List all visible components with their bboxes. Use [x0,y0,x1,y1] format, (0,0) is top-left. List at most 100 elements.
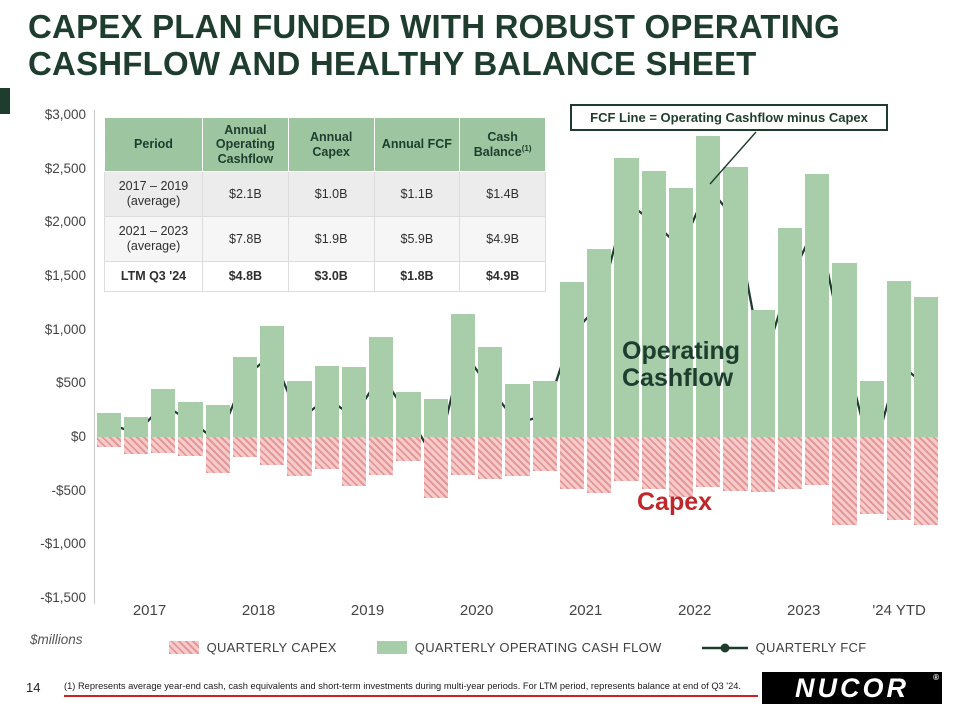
capex-bar [96,437,121,447]
operating-cashflow-bar [587,249,612,437]
y-axis-tick-label: $2,500 [44,160,86,176]
capex-bar [859,437,884,515]
left-accent-bar [0,88,10,114]
x-axis-label: 2023 [787,602,821,619]
period-qualifier: (average) [126,194,181,209]
capex-bar [450,437,476,475]
capex-swatch-icon [168,641,199,654]
capex-bar [314,437,339,470]
capex-bar [260,437,285,465]
operating-cashflow-bar [777,227,803,437]
capex-bar [696,437,721,488]
operating-cashflow-bar [96,413,121,437]
capex-bar [423,437,448,499]
capex-label: Capex [637,488,713,516]
period-cell: 2017 – 2019 (average) [104,171,203,218]
legend-fcf-label: QUARTERLY FCF [755,640,867,655]
x-axis-label: '24 YTD [872,602,926,619]
y-axis-tick-label: $1,000 [44,321,86,337]
capex-bar [805,437,830,486]
operating-cashflow-swatch-icon [376,641,407,654]
y-axis-tick-label: -$1,000 [40,536,86,552]
fcf-cell: $1.8B [373,261,461,293]
nucor-logo: NUCOR ® [762,672,942,704]
operating-cashflow-bar [668,187,694,437]
table-row-ltm-q3-24: LTM Q3 '24 $4.8B $3.0B $1.8B $4.9B [104,261,546,293]
ocf-label-line-2: Cashflow [622,364,734,392]
ocf-cell: $7.8B [202,216,289,263]
legend-item-capex: QUARTERLY CAPEX [168,640,337,655]
title-line-1: CAPEX PLAN FUNDED WITH ROBUST OPERATING [28,8,841,45]
operating-cashflow-bar [287,381,312,437]
capex-bar [178,437,203,457]
capex-bar [505,437,530,476]
units-label: $millions [30,632,83,647]
y-axis-tick-label: -$500 [51,482,86,498]
operating-cashflow-bar [423,399,448,437]
x-axis-label: 2018 [241,602,276,619]
capex-bar [205,437,230,474]
operating-cashflow-bar [859,381,884,437]
legend-item-operating-cash-flow: QUARTERLY OPERATING CASH FLOW [376,640,662,655]
x-axis-label: 2021 [568,602,603,619]
operating-cashflow-bar [232,357,258,437]
summary-table: Period Annual Operating Cashflow Annual … [104,116,546,293]
capex-cell: $1.9B [287,216,375,263]
operating-cashflow-bar [205,404,230,437]
y-axis-tick-label: $1,500 [44,268,86,283]
capex-bar [396,437,421,461]
capex-bar [287,437,312,476]
fcf-annotation-text: FCF Line = Operating Cashflow minus Cape… [590,110,868,125]
period-range: 2021 – 2023 [118,224,189,239]
legend-ocf-label: QUARTERLY OPERATING CASH FLOW [414,640,662,655]
capex-cell: $3.0B [287,261,375,293]
capex-bar [914,437,939,525]
operating-cashflow-bar [314,366,339,437]
capex-bar [341,437,367,487]
capex-bar [532,437,557,472]
fcf-annotation-box: FCF Line = Operating Cashflow minus Cape… [570,104,888,131]
y-axis-tick-labels: $3,000 $2,500 $2,000 $1,500 $1,000 $500 $0 -$50… [0,107,86,605]
operating-cashflow-bar [532,381,557,437]
chart-plot-area [95,115,940,598]
logo-registered-mark: ® [933,673,939,682]
fcf-line-swatch-icon [701,643,748,652]
cash-cell: $1.4B [459,171,546,218]
operating-cashflow-bar [505,384,530,437]
period-cell: LTM Q3 '24 [104,261,203,293]
period-range: 2017 – 2019 [118,179,189,194]
x-axis-label: 2022 [677,602,712,619]
capex-bar [723,437,748,491]
capex-bar [641,437,666,489]
ocf-cell: $2.1B [202,171,289,218]
capex-bar [750,437,775,492]
operating-cashflow-bar [341,367,367,437]
y-axis-line [94,110,95,604]
fcf-cell: $5.9B [373,216,461,263]
operating-cashflow-bar [914,297,939,437]
table-header-annual-operating-cashflow: Annual Operating Cashflow [202,116,289,173]
table-header-row: Period Annual Operating Cashflow Annual … [104,116,546,173]
y-axis-tick-label: $500 [55,375,86,391]
table-row-2021-2023: 2021 – 2023 (average) $7.8B $1.9B $5.9B $… [104,216,546,263]
capex-bar [832,437,857,525]
ocf-label-line-1: Operating [622,337,741,365]
capex-bar [369,437,394,475]
capex-bar [587,437,612,493]
fcf-cell: $1.1B [373,171,461,218]
capex-bar [123,437,148,455]
operating-cashflow-bar [559,282,585,437]
operating-cashflow-bar [641,170,666,437]
capex-bar [777,437,803,489]
chart-legend: QUARTERLY CAPEX QUARTERLY OPERATING CASH… [95,640,940,655]
operating-cashflow-bar [396,391,421,437]
title-line-2: CASHFLOW AND HEALTHY BALANCE SHEET [28,45,757,83]
period-cell: 2021 – 2023 (average) [104,216,203,263]
period-range: LTM Q3 '24 [120,269,187,284]
page-number: 14 [26,680,41,695]
x-axis-label: 2019 [350,602,385,619]
x-axis-label: 2017 [132,602,167,619]
table-row-2017-2019: 2017 – 2019 (average) $2.1B $1.0B $1.1B $… [104,171,546,218]
slide-title: CAPEX PLAN FUNDED WITH ROBUST OPERATING C… [28,8,840,83]
capex-bar [886,437,912,520]
